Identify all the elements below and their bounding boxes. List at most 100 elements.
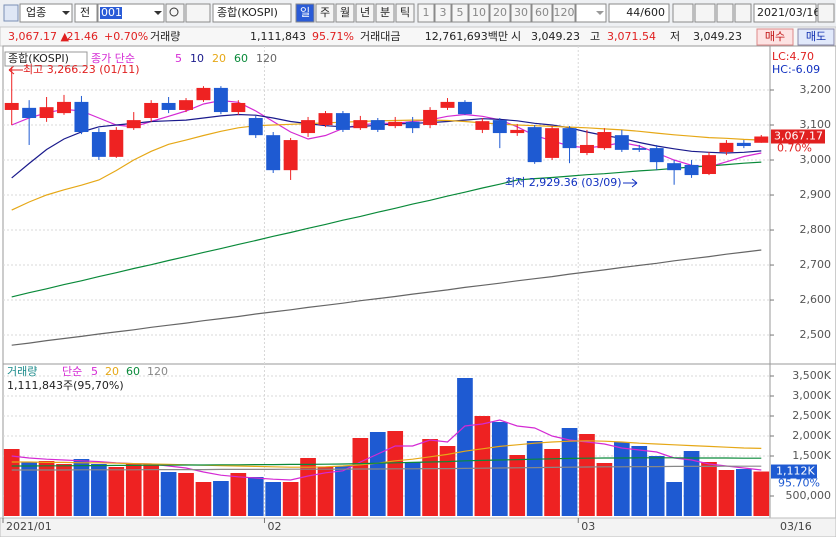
x-tick-label: 03 — [581, 520, 595, 533]
search-icon — [169, 7, 179, 17]
buy: 매수 — [765, 30, 785, 43]
interval-button[interactable] — [451, 3, 469, 23]
volume-bar — [282, 482, 299, 516]
y-tick-label: 3,500K — [792, 369, 831, 382]
candle-body — [597, 132, 612, 149]
volume-bar — [509, 455, 526, 516]
candle-body — [179, 100, 194, 110]
candle-body — [405, 121, 420, 129]
volume-bar — [213, 481, 229, 516]
candle-body — [161, 102, 176, 110]
volume-bar — [736, 469, 752, 516]
period-button[interactable] — [395, 3, 415, 23]
volume-bar — [195, 482, 212, 516]
candle-body — [231, 102, 246, 113]
calendar-button[interactable] — [817, 3, 835, 23]
unit-select[interactable] — [575, 3, 607, 23]
legend-entry: 5 — [91, 365, 98, 378]
period-button[interactable] — [355, 3, 375, 23]
candle-body — [283, 140, 298, 171]
chart-title: 종합(KOSPI) — [8, 52, 69, 65]
period: 틱 — [400, 6, 410, 19]
open: 3,049.23 — [531, 30, 580, 43]
chart-title: 거래량 — [7, 365, 37, 378]
candle-body — [457, 101, 472, 115]
volume-bar — [596, 463, 613, 516]
y-tick-label: 3,000 — [800, 153, 832, 166]
candle-body — [4, 102, 19, 110]
period: 주 — [320, 6, 330, 19]
interval-button[interactable] — [531, 3, 553, 23]
period-button[interactable] — [375, 3, 395, 23]
candle-body — [754, 136, 769, 143]
candle-body — [74, 101, 89, 133]
ma-line — [11, 457, 762, 467]
settings-button[interactable] — [734, 3, 752, 23]
mode-select[interactable] — [74, 3, 98, 23]
sound-button[interactable] — [185, 3, 211, 23]
y-tick-label: 2,000K — [792, 429, 831, 442]
volume-bar — [422, 439, 438, 516]
volume-bar — [335, 466, 351, 516]
interval: 1 — [423, 6, 430, 19]
count-box[interactable] — [608, 3, 670, 23]
interval-button[interactable] — [552, 3, 576, 23]
candle-body — [649, 148, 664, 163]
volume-bar — [683, 451, 700, 516]
market-select[interactable] — [19, 3, 73, 23]
date-box[interactable] — [753, 3, 817, 23]
code: 001 — [101, 6, 122, 19]
volume-bar — [21, 462, 37, 516]
interval-button[interactable] — [489, 3, 511, 23]
low-annotation: 최저 2,929.36 (03/09) — [505, 176, 622, 189]
menu-icon[interactable] — [3, 4, 19, 22]
tool-button[interactable] — [672, 3, 694, 23]
interval-button[interactable] — [434, 3, 452, 23]
volume-bar — [457, 378, 473, 516]
candle-body — [562, 128, 577, 149]
candle-body — [667, 163, 682, 171]
volume-bar — [631, 446, 648, 516]
buy-button[interactable] — [756, 28, 794, 46]
volume-bar — [491, 422, 508, 516]
legend-entry: 10 — [190, 52, 204, 65]
volume-bar — [91, 464, 107, 516]
search-button[interactable] — [165, 3, 185, 23]
sell-button[interactable] — [797, 28, 835, 46]
last-date: 03/16 — [780, 520, 812, 533]
volume: 1,111,843 — [250, 30, 306, 43]
candle-body — [492, 120, 507, 134]
sell: 매도 — [806, 30, 826, 43]
tool-button[interactable] — [694, 3, 716, 23]
period-button[interactable] — [295, 3, 315, 23]
interval-button[interactable] — [510, 3, 532, 23]
last-price-tag — [771, 129, 825, 144]
volume-pct: 95.71% — [312, 30, 354, 43]
candle-body — [22, 107, 37, 119]
interval-button[interactable] — [468, 3, 490, 23]
candle-body — [39, 107, 54, 119]
period-button[interactable] — [335, 3, 355, 23]
period-button[interactable] — [315, 3, 335, 23]
volume-bar — [300, 458, 316, 516]
volume-bar — [561, 428, 578, 516]
last-price: 3,067.17 — [774, 130, 823, 143]
interval-button[interactable] — [417, 3, 435, 23]
candle-body — [91, 132, 106, 157]
last-volume-tag — [771, 464, 817, 479]
mode: 전 — [80, 6, 90, 19]
volume-bar — [718, 470, 735, 516]
low-arrow — [623, 178, 638, 188]
legend-entry: 5 — [175, 52, 182, 65]
legend-entry: 20 — [105, 365, 119, 378]
candle-body — [475, 121, 490, 130]
candle-body — [196, 87, 211, 101]
legend-entry: 60 — [234, 52, 248, 65]
ma-label: 단순 — [62, 365, 82, 378]
candle-body — [301, 120, 316, 134]
volume-bar — [3, 449, 20, 516]
x-axis-bg — [0, 517, 836, 537]
tool-button[interactable] — [716, 3, 734, 23]
y-tick-label: 3,200 — [800, 83, 832, 96]
volume-bar — [526, 441, 543, 516]
